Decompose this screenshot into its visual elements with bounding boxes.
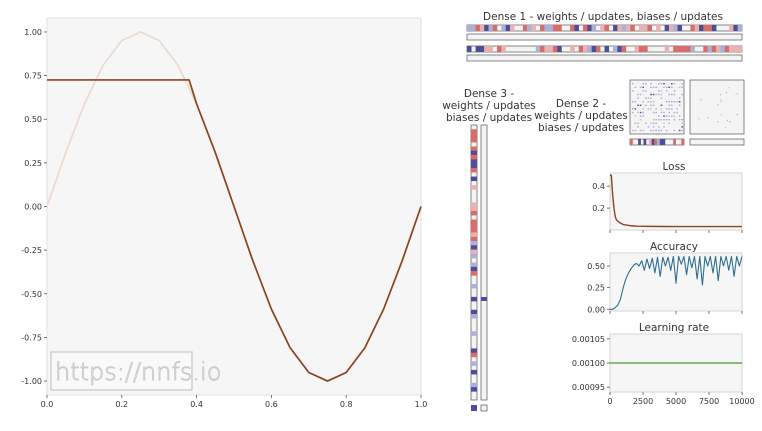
loss-plot: Loss 0.2 0.4	[592, 161, 743, 233]
dense2-bias-updates-strip	[689, 138, 745, 146]
main-ytick-label: 1.00	[24, 28, 42, 37]
dense1-bias-updates-strip	[466, 54, 743, 62]
loss-ytick-label: 0.4	[592, 182, 605, 191]
dense1-title: Dense 1 - weights / updates, biases / up…	[483, 11, 723, 23]
dense3-title-line2: weights / updates	[442, 100, 536, 112]
accuracy-title: Accuracy	[650, 241, 698, 253]
main-ytick-label: 0.00	[24, 203, 42, 212]
dense1-panel: Dense 1 - weights / updates, biases / up…	[466, 11, 743, 62]
dense2-weights-matrix	[629, 79, 685, 135]
main-ytick-label: 0.50	[24, 115, 42, 124]
main-series	[46, 31, 422, 382]
dense1-weight-updates-strip	[466, 33, 743, 41]
learning_rate-xtick-label: 0	[607, 397, 612, 406]
loss-series-0	[610, 174, 742, 228]
watermark-text: https://nnfs.io	[55, 358, 221, 386]
learning_rate-ytick-label: 0.00100	[572, 359, 605, 368]
accuracy-series-0	[610, 255, 743, 310]
dense3-bias-cell	[471, 405, 477, 411]
dense1-weights-strip	[466, 24, 743, 32]
learning_rate-xtick-label: 7500	[699, 397, 719, 406]
dense2-title-line2: weights / updates	[534, 110, 628, 122]
main-ytick-label: -0.75	[21, 333, 42, 342]
dense2-title-line1: Dense 2 -	[556, 98, 606, 110]
loss-series	[610, 174, 742, 228]
watermark-box	[50, 351, 193, 391]
main-y-ticks: -1.00-0.75-0.50-0.250.000.250.500.751.00…	[21, 28, 427, 409]
loss-title: Loss	[662, 161, 685, 173]
learning_rate-ytick-label: 0.00095	[572, 383, 605, 392]
main-ytick-label: -0.25	[21, 246, 42, 255]
main-xtick-label: 0.8	[340, 400, 353, 409]
loss-plot-background	[609, 172, 743, 231]
accuracy-ytick-label: 0.25	[587, 284, 605, 293]
dense3-panel: Dense 3 - weights / updates biases / upd…	[442, 88, 536, 412]
main-ytick-label: -0.50	[21, 290, 42, 299]
dense3-weights-column	[470, 124, 478, 401]
main-xtick-label: 0.0	[41, 400, 54, 409]
main-xtick-label: 0.2	[115, 400, 128, 409]
dense3-updates-column	[480, 124, 488, 401]
accuracy-ytick-label: 0.50	[587, 262, 605, 271]
dense2-title-line3: biases / updates	[538, 122, 624, 134]
main-xtick-label: 0.6	[265, 400, 278, 409]
dense1-heatmap	[466, 24, 743, 62]
dense3-title-line3: biases / updates	[446, 112, 532, 124]
main-series-1	[47, 79, 422, 382]
main-ytick-label: -1.00	[21, 377, 42, 386]
main-xtick-label: 1.0	[415, 400, 428, 409]
dense2-heatmap	[629, 79, 745, 146]
accuracy-ytick-label: 0.00	[587, 305, 605, 314]
main-plot: -1.00-0.75-0.50-0.250.000.250.500.751.00…	[21, 17, 427, 409]
dense3-bias-update-cell	[480, 404, 488, 412]
dense2-updates-matrix	[689, 79, 745, 135]
lr-plot: Learning rate 0.00095 0.00100 0.00105 0 2500…	[572, 322, 755, 406]
main-xtick-label: 0.4	[190, 400, 203, 409]
accuracy-axes: 0.00 0.25 0.50	[587, 262, 743, 314]
lr-axes: 0.00095 0.00100 0.00105 0 2500 5000 7500 10000	[572, 335, 755, 406]
dense3-heatmap	[470, 124, 488, 412]
lr-title: Learning rate	[639, 322, 709, 334]
accuracy-series	[610, 255, 743, 310]
learning_rate-xtick-label: 2500	[633, 397, 653, 406]
learning_rate-ytick-label: 0.00105	[572, 335, 605, 344]
loss-axes: 0.2 0.4	[592, 182, 743, 233]
learning_rate-xtick-label: 10000	[729, 397, 754, 406]
dense1-biases-strip	[466, 45, 743, 53]
dense3-title-line1: Dense 3 -	[464, 88, 514, 100]
accuracy-plot: Accuracy 0.00 0.25 0.50	[587, 241, 743, 314]
dense2-panel: Dense 2 - weights / updates biases / upd…	[534, 79, 745, 146]
loss-ytick-label: 0.2	[592, 204, 605, 213]
main-ytick-label: 0.75	[24, 72, 42, 81]
main-ytick-label: 0.25	[24, 159, 42, 168]
dense2-biases-strip	[629, 138, 685, 146]
learning_rate-xtick-label: 5000	[666, 397, 686, 406]
